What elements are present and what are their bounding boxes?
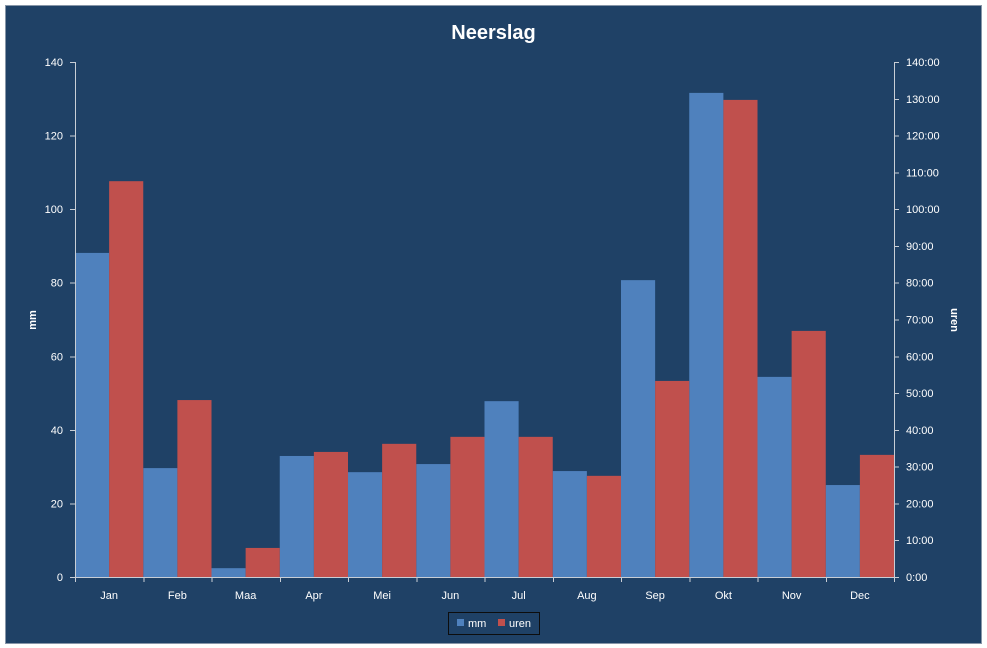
- y-tick-label-left: 20: [51, 498, 63, 510]
- bar-mm-dec: [825, 485, 860, 577]
- bar-series-group: [75, 92, 895, 578]
- x-tick-label-aug: Aug: [577, 590, 597, 602]
- bar-mm-feb: [143, 468, 178, 577]
- y-tick-label-right: 60:00: [906, 351, 934, 363]
- bar-uren-mei: [382, 443, 417, 577]
- bar-uren-apr: [313, 451, 349, 577]
- bar-mm-maa: [211, 568, 246, 577]
- legend-box: [448, 612, 540, 635]
- bar-uren-sep: [655, 380, 690, 577]
- x-tick-label-sep: Sep: [645, 590, 665, 602]
- x-tick-label-apr: Apr: [305, 590, 322, 602]
- x-tick-label-mei: Mei: [373, 590, 391, 602]
- legend-label-uren: uren: [509, 618, 531, 630]
- x-tick-label-feb: Feb: [168, 590, 187, 602]
- bar-uren-okt: [723, 99, 758, 577]
- y-tick-label-right: 90:00: [906, 241, 934, 253]
- y-tick-label-right: 140:00: [906, 57, 940, 69]
- legend-swatch-mm: [457, 619, 464, 626]
- y-tick-label-left: 80: [51, 278, 63, 290]
- x-tick-label-jul: Jul: [512, 590, 526, 602]
- bar-uren-jun: [450, 436, 485, 577]
- y-tick-label-right: 120:00: [906, 131, 940, 143]
- bar-mm-apr: [279, 455, 314, 577]
- x-tick-label-nov: Nov: [782, 590, 802, 602]
- bar-uren-nov: [791, 330, 826, 577]
- bar-mm-sep: [621, 280, 656, 577]
- bar-uren-feb: [177, 400, 212, 577]
- y-tick-label-right: 20:00: [906, 498, 934, 510]
- y-tick-label-left: 100: [45, 204, 63, 216]
- bar-mm-nov: [757, 376, 792, 577]
- bar-mm-aug: [552, 471, 587, 577]
- y-axis-title-right: uren: [948, 308, 960, 332]
- y-axis-title-left: mm: [27, 310, 39, 330]
- legend-swatch-uren: [498, 619, 505, 626]
- y-tick-label-right: 80:00: [906, 278, 934, 290]
- bar-uren-aug: [586, 475, 622, 577]
- x-tick-label-dec: Dec: [850, 590, 870, 602]
- y-tick-label-right: 110:00: [906, 167, 939, 179]
- legend: mm uren: [448, 612, 540, 635]
- x-tick-label-okt: Okt: [715, 590, 732, 602]
- chart-title: Neerslag: [451, 22, 536, 44]
- y-tick-label-right: 0:00: [906, 572, 927, 584]
- legend-label-mm: mm: [468, 618, 486, 630]
- y-tick-label-right: 100:00: [906, 204, 940, 216]
- y-tick-label-left: 40: [51, 425, 63, 437]
- x-tick-label-jun: Jun: [442, 590, 460, 602]
- y-tick-label-left: 140: [45, 57, 63, 69]
- ticks-group: 0 20 40 60 80 100 120 140 0:00 10:00 20:00 30:00 40:…: [45, 57, 940, 602]
- y-tick-label-left: 60: [51, 351, 63, 363]
- bar-uren-jan: [109, 181, 144, 577]
- y-tick-label-right: 10:00: [906, 535, 934, 547]
- y-tick-label-right: 130:00: [906, 94, 940, 106]
- bar-mm-jun: [416, 464, 451, 577]
- y-tick-label-right: 30:00: [906, 462, 934, 474]
- x-tick-label-jan: Jan: [100, 590, 118, 602]
- y-tick-label-right: 70:00: [906, 315, 934, 327]
- bar-mm-mei: [348, 472, 383, 577]
- bar-mm-okt: [689, 92, 724, 578]
- bar-uren-jul: [518, 436, 553, 577]
- x-tick-label-maa: Maa: [235, 590, 257, 602]
- y-tick-label-right: 40:00: [906, 425, 934, 437]
- y-tick-label-left: 0: [57, 572, 63, 584]
- bar-uren-maa: [245, 547, 280, 577]
- bar-mm-jul: [484, 401, 519, 577]
- y-tick-label-right: 50:00: [906, 388, 934, 400]
- bar-uren-dec: [859, 454, 895, 577]
- bar-mm-jan: [75, 252, 110, 578]
- y-tick-label-left: 120: [45, 131, 63, 143]
